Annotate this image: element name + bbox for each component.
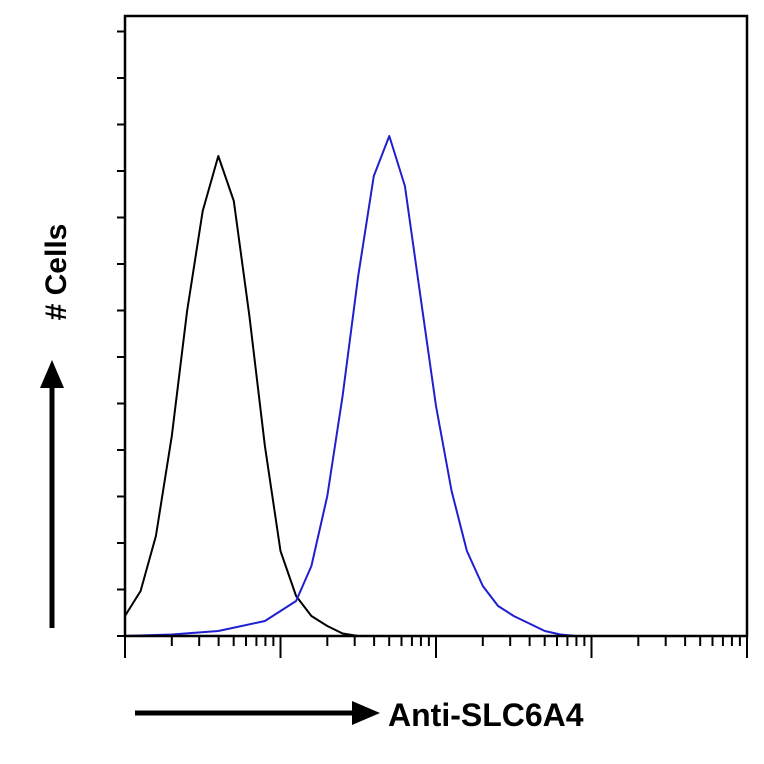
y-axis-ticks [117, 30, 125, 637]
plot-frame [123, 14, 749, 638]
series-line-antibody [124, 135, 608, 637]
y-axis-arrow-head [40, 360, 64, 388]
series-layer [124, 135, 608, 637]
x-axis-arrow-head [352, 701, 380, 725]
series-line-control [124, 155, 436, 637]
x-axis-ticks [124, 636, 748, 658]
x-axis-label: Anti-SLC6A4 [388, 697, 584, 733]
y-axis-label: # Cells [40, 224, 73, 321]
